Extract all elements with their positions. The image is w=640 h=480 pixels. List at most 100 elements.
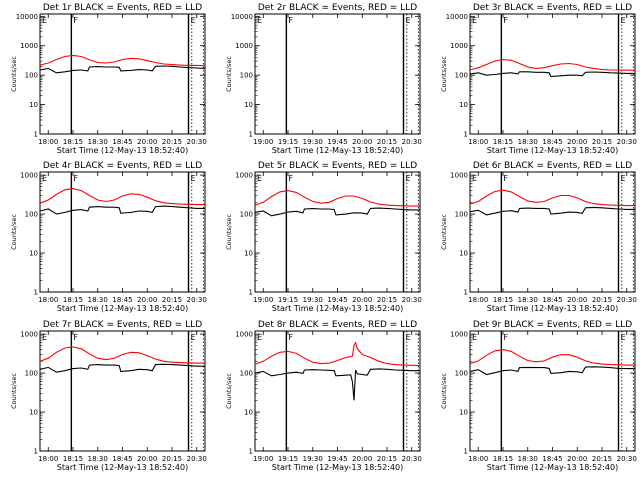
x-axis-label: Start Time (12-May-13 18:52:40) <box>487 304 618 313</box>
x-tick-label: 20:00 <box>352 296 372 304</box>
x-tick-label: 18:45 <box>112 138 132 146</box>
x-axis-label: Start Time (12-May-13 18:52:40) <box>487 146 618 155</box>
x-tick-label: 20:00 <box>137 138 157 146</box>
event-marker-label: E <box>406 333 411 342</box>
x-tick-label: 19:45 <box>327 296 347 304</box>
x-tick-label: 20:15 <box>592 455 612 463</box>
panel-det-5: Det 5r BLACK = Events, RED = LLD 1 10 100 10… <box>225 161 422 313</box>
x-tick-label: 19:45 <box>327 138 347 146</box>
events-series-line <box>39 363 205 373</box>
x-axis-label: Start Time (12-May-13 18:52:40) <box>57 146 188 155</box>
x-tick-label: 18:30 <box>518 455 538 463</box>
event-marker-label: F <box>503 333 508 342</box>
event-marker-label: E <box>191 333 196 342</box>
y-tick-label: 1 <box>34 448 38 456</box>
x-tick-label: 20:30 <box>187 138 207 146</box>
x-tick-label: 18:30 <box>88 455 108 463</box>
panel-title: Det 6r BLACK = Events, RED = LLD <box>473 161 632 171</box>
x-tick-label: 20:00 <box>567 138 587 146</box>
x-tick-label: 20:15 <box>592 138 612 146</box>
x-tick-label: 20:15 <box>162 455 182 463</box>
plot-frame <box>39 13 206 135</box>
x-tick-label: 19:00 <box>253 455 273 463</box>
y-tick-label: 10 <box>244 409 253 417</box>
x-tick-label: 18:15 <box>63 455 83 463</box>
panel-det-9: Det 9r BLACK = Events, RED = LLD 1 10 100 10… <box>440 320 637 472</box>
x-tick-label: 18:00 <box>38 296 58 304</box>
event-marker-label: F <box>288 16 293 25</box>
event-marker-label: E <box>406 174 411 183</box>
y-tick-label: 100 <box>240 72 253 80</box>
events-series-line <box>254 207 420 217</box>
event-marker-label: E <box>191 174 196 183</box>
x-tick-label: 20:30 <box>617 296 637 304</box>
y-tick-label: 10 <box>244 250 253 258</box>
x-tick-label: 20:00 <box>137 296 157 304</box>
event-marker-label: E <box>42 16 47 25</box>
y-tick-label: 1 <box>464 448 468 456</box>
events-series-line <box>39 65 206 74</box>
y-tick-label: 10000 <box>16 13 38 21</box>
x-tick-label: 18:00 <box>38 138 58 146</box>
x-tick-label: 19:00 <box>253 296 273 304</box>
x-tick-label: 20:15 <box>592 296 612 304</box>
y-tick-label: 1000 <box>20 42 38 50</box>
panel-det-7: Det 7r BLACK = Events, RED = LLD 1 10 100 10… <box>10 320 207 472</box>
x-tick-label: 20:30 <box>617 138 637 146</box>
y-tick-label: 10 <box>29 101 38 109</box>
y-tick-label: 10 <box>29 409 38 417</box>
events-series-line <box>469 71 635 78</box>
event-marker-label: E <box>621 174 626 183</box>
y-tick-label: 100 <box>455 211 468 219</box>
x-tick-label: 18:45 <box>542 455 562 463</box>
x-axis-label: Start Time (12-May-13 18:52:40) <box>487 463 618 472</box>
event-marker-label: E <box>472 174 477 183</box>
x-axis-label: Start Time (12-May-13 18:52:40) <box>272 463 403 472</box>
event-marker-label: E <box>191 16 196 25</box>
panel-title: Det 9r BLACK = Events, RED = LLD <box>473 320 632 330</box>
x-tick-label: 19:15 <box>278 296 298 304</box>
y-tick-label: 1000 <box>235 42 253 50</box>
x-tick-label: 20:00 <box>137 455 157 463</box>
lld-series-line <box>469 189 635 207</box>
panel-det-3: Det 3r BLACK = Events, RED = LLD 1 10 100 10… <box>440 3 637 155</box>
event-marker-label: F <box>503 16 508 25</box>
panel-title: Det 4r BLACK = Events, RED = LLD <box>43 161 202 171</box>
panel-title: Det 7r BLACK = Events, RED = LLD <box>43 320 202 330</box>
x-tick-label: 18:30 <box>88 138 108 146</box>
y-axis-label: Counts/sec <box>440 56 448 92</box>
y-tick-label: 1 <box>464 289 468 297</box>
x-tick-label: 18:00 <box>38 455 58 463</box>
x-axis-label: Start Time (12-May-13 18:52:40) <box>57 304 188 313</box>
y-tick-label: 100 <box>25 72 38 80</box>
y-axis-label: Counts/sec <box>10 373 18 409</box>
x-tick-label: 19:30 <box>303 296 323 304</box>
x-tick-label: 20:00 <box>352 138 372 146</box>
x-tick-label: 18:00 <box>468 455 488 463</box>
lld-series-line <box>254 190 420 207</box>
y-tick-label: 1 <box>34 289 38 297</box>
x-tick-label: 20:30 <box>617 455 637 463</box>
panel-title: Det 2r BLACK = Events, RED = LLD <box>258 3 417 13</box>
event-marker-label: E <box>472 333 477 342</box>
x-tick-label: 18:30 <box>518 296 538 304</box>
y-tick-label: 100 <box>455 370 468 378</box>
event-marker-label: F <box>503 174 508 183</box>
event-marker-label: F <box>288 333 293 342</box>
x-tick-label: 20:15 <box>377 296 397 304</box>
events-series-line <box>254 368 420 401</box>
y-tick-label: 1000 <box>20 172 38 180</box>
panel-title: Det 1r BLACK = Events, RED = LLD <box>43 3 202 13</box>
event-marker-label: F <box>73 333 78 342</box>
x-tick-label: 20:30 <box>402 138 422 146</box>
x-tick-label: 19:15 <box>278 455 298 463</box>
lld-series-line <box>254 341 421 367</box>
y-tick-label: 1 <box>464 131 468 139</box>
y-axis-label: Counts/sec <box>225 56 233 92</box>
x-axis-label: Start Time (12-May-13 18:52:40) <box>57 463 188 472</box>
plot-frame <box>254 330 421 452</box>
panel-det-8: Det 8r BLACK = Events, RED = LLD 1 10 100 10… <box>225 320 422 472</box>
event-marker-label: E <box>257 16 262 25</box>
x-tick-label: 18:30 <box>518 138 538 146</box>
x-tick-label: 20:00 <box>567 296 587 304</box>
